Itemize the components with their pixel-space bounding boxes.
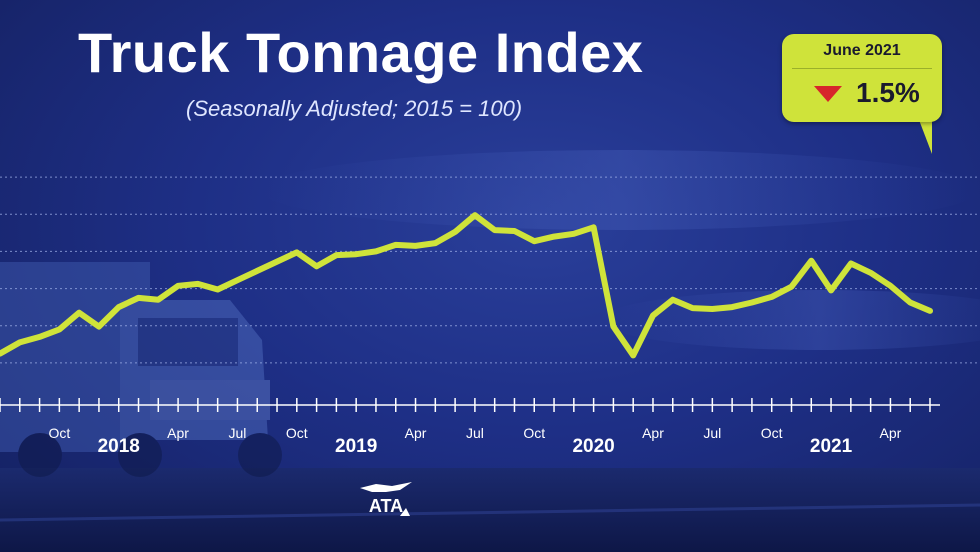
x-tick-label: Apr [167, 425, 189, 441]
x-tick-label: Oct [48, 425, 70, 441]
callout-divider [792, 68, 932, 69]
cloud-shape [260, 150, 980, 230]
road-line [0, 503, 980, 522]
chart-title: Truck Tonnage Index [78, 21, 644, 84]
x-axis [0, 398, 940, 412]
x-year-label: 2018 [98, 436, 140, 457]
x-tick-label: Jul [228, 425, 246, 441]
callout-pointer [916, 112, 932, 154]
road [0, 468, 980, 552]
change-callout: June 2021 1.5% [782, 34, 942, 122]
x-tick-labels: Oct 2018 Apr Jul Oct 2019 Apr Jul Oct 2020 Apr Jul O… [48, 425, 901, 457]
x-tick-label: Oct [286, 425, 308, 441]
x-tick-label: Apr [642, 425, 664, 441]
truck-silhouette [0, 262, 282, 477]
x-year-label: 2020 [572, 436, 614, 457]
logo-text: ATA [369, 496, 403, 516]
x-tick-label: Jul [466, 425, 484, 441]
series-layer [0, 212, 933, 359]
gridlines [0, 176, 980, 364]
down-arrow-icon [814, 86, 842, 102]
callout-period: June 2021 [823, 42, 901, 59]
x-tick-label: Oct [523, 425, 545, 441]
x-year-label: 2021 [810, 436, 853, 457]
x-tick-label: Oct [761, 425, 783, 441]
callout-change-value: 1.5% [856, 77, 920, 108]
x-tick-label: Apr [405, 425, 427, 441]
x-tick-label: Jul [703, 425, 721, 441]
chart-subtitle: (Seasonally Adjusted; 2015 = 100) [186, 96, 523, 121]
x-year-label: 2019 [335, 436, 377, 457]
x-tick-label: Apr [880, 425, 902, 441]
series-line [0, 212, 933, 359]
ata-eagle-logo-icon: ATA [360, 482, 412, 516]
cloud-shape [600, 290, 980, 350]
